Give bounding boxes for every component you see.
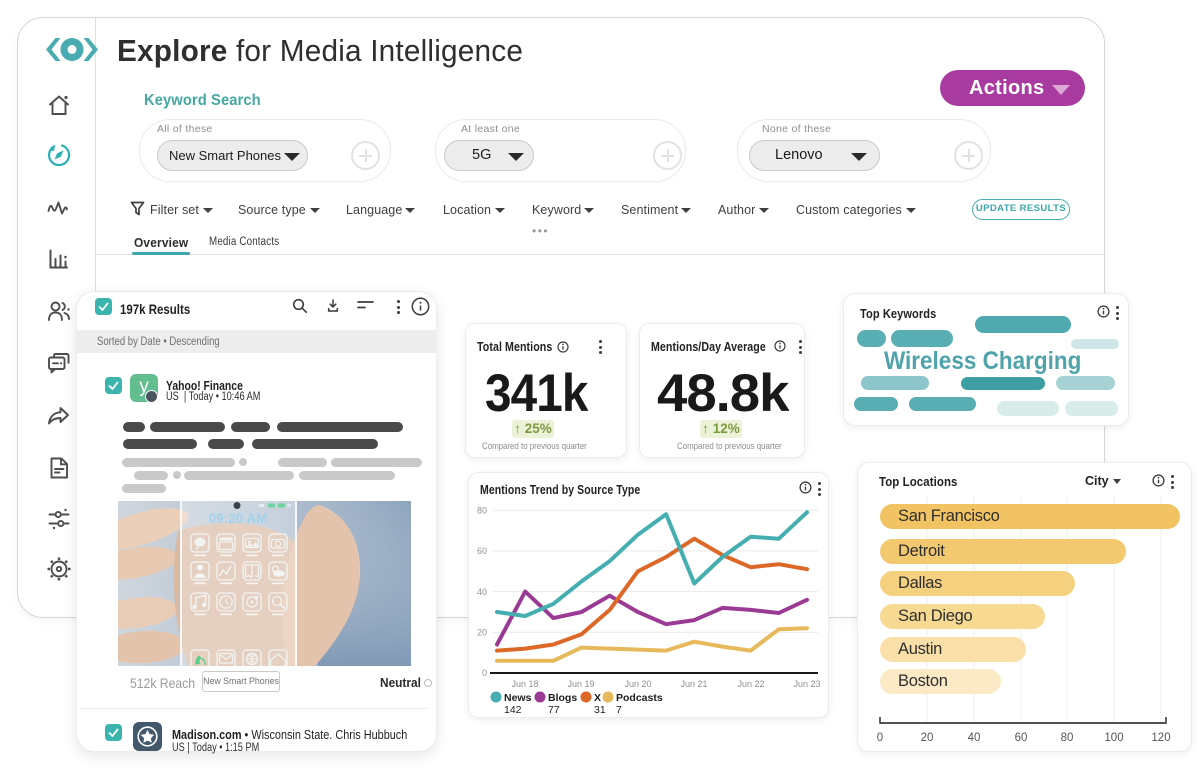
svg-text:0: 0 [877,732,883,744]
svg-text:Podcasts: Podcasts [616,692,663,704]
svg-text:0: 0 [482,668,487,678]
svg-text:Blogs: Blogs [548,692,577,704]
svg-text:120: 120 [1151,732,1170,744]
svg-text:News: News [504,692,532,704]
svg-text:31: 31 [594,704,606,716]
svg-text:142: 142 [504,704,522,716]
svg-text:Jun 22: Jun 22 [737,679,764,689]
svg-text:40: 40 [477,587,487,597]
svg-text:20: 20 [921,732,934,744]
svg-text:80: 80 [477,506,487,516]
svg-text:X: X [594,692,601,704]
svg-text:77: 77 [548,704,560,716]
svg-text:Jun 19: Jun 19 [567,679,594,689]
svg-text:Jun 21: Jun 21 [680,679,707,689]
svg-text:60: 60 [1015,732,1028,744]
svg-text:60: 60 [477,546,487,556]
svg-text:7: 7 [616,704,622,716]
svg-text:Jun 18: Jun 18 [511,679,538,689]
svg-text:100: 100 [1104,732,1123,744]
svg-text:80: 80 [1061,732,1074,744]
svg-text:09:20 AM: 09:20 AM [209,511,268,526]
svg-text:40: 40 [968,732,981,744]
svg-text:Jun 23: Jun 23 [793,679,820,689]
svg-text:Jun 20: Jun 20 [624,679,651,689]
svg-text:20: 20 [477,628,487,638]
